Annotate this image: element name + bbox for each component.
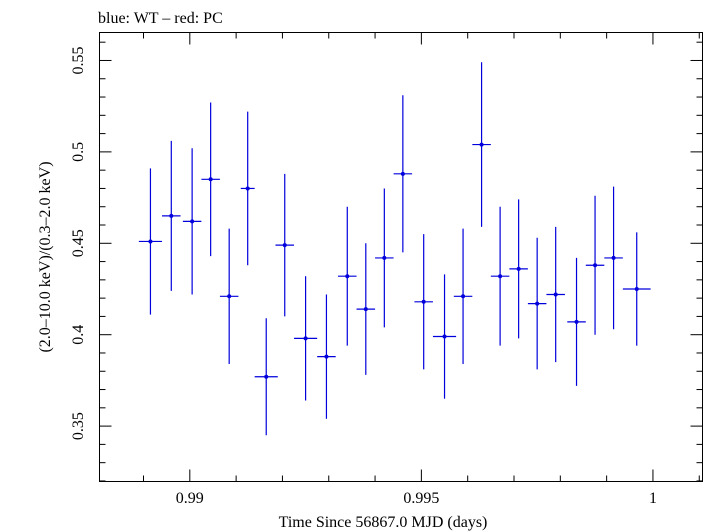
data-point xyxy=(182,148,202,295)
chart-title: blue: WT – red: PC xyxy=(98,10,223,27)
data-point xyxy=(622,232,651,346)
data-marker xyxy=(148,239,153,244)
y-tick-label: 0.55 xyxy=(70,46,87,74)
data-point xyxy=(472,62,491,227)
data-marker xyxy=(421,299,426,304)
data-marker xyxy=(516,266,521,271)
data-marker xyxy=(574,319,579,324)
data-marker xyxy=(345,274,350,279)
y-tick-label: 0.5 xyxy=(70,142,87,162)
data-marker xyxy=(553,292,558,297)
data-marker xyxy=(479,142,484,147)
data-marker xyxy=(593,263,598,268)
data-marker xyxy=(442,334,447,339)
data-point xyxy=(201,102,220,257)
data-point xyxy=(240,111,255,266)
data-point xyxy=(432,274,457,399)
y-tick-label: 0.45 xyxy=(70,229,87,257)
data-point xyxy=(375,188,394,328)
data-point xyxy=(453,228,473,364)
data-point xyxy=(604,186,623,330)
data-point xyxy=(294,276,318,401)
data-point xyxy=(490,206,510,346)
data-layer xyxy=(138,62,651,436)
data-point xyxy=(275,173,295,317)
data-point xyxy=(393,95,413,253)
data-marker xyxy=(634,286,639,291)
data-marker xyxy=(363,307,368,312)
y-axis: 0.35 0.4 0.45 0.5 0.55 xyxy=(70,41,703,482)
data-marker xyxy=(208,177,213,182)
data-point xyxy=(356,243,376,375)
x-axis-label: Time Since 56867.0 MJD (days) xyxy=(279,514,488,531)
data-point xyxy=(585,195,605,335)
data-marker xyxy=(324,354,329,359)
data-marker xyxy=(264,374,269,379)
data-marker xyxy=(303,336,308,341)
x-tick-label: 1 xyxy=(649,490,657,507)
data-point xyxy=(509,199,528,339)
data-marker xyxy=(282,243,287,248)
data-marker xyxy=(227,294,232,299)
data-point xyxy=(317,294,336,419)
data-marker xyxy=(400,171,405,176)
data-marker xyxy=(461,294,466,299)
plot-frame xyxy=(99,32,703,482)
x-tick-label: 0.99 xyxy=(176,490,204,507)
data-marker xyxy=(498,274,503,279)
y-tick-label: 0.4 xyxy=(70,325,87,345)
data-marker xyxy=(382,255,387,260)
data-marker xyxy=(245,186,250,191)
data-point xyxy=(219,228,239,364)
x-axis: 0.99 0.995 1 xyxy=(142,32,700,507)
data-point xyxy=(567,257,586,386)
data-point xyxy=(546,226,565,363)
data-marker xyxy=(190,219,195,224)
data-marker xyxy=(535,301,540,306)
data-point xyxy=(527,237,547,370)
x-tick-label: 0.995 xyxy=(403,490,439,507)
data-point xyxy=(414,234,433,370)
data-marker xyxy=(169,213,174,218)
y-tick-label: 0.35 xyxy=(70,412,87,440)
data-point xyxy=(138,168,163,315)
data-marker xyxy=(611,255,616,260)
y-axis-label: (2.0–10.0 keV)/(0.3–2.0 keV) xyxy=(37,161,54,352)
data-point xyxy=(338,206,357,346)
data-point xyxy=(254,318,278,436)
data-point xyxy=(162,140,181,291)
